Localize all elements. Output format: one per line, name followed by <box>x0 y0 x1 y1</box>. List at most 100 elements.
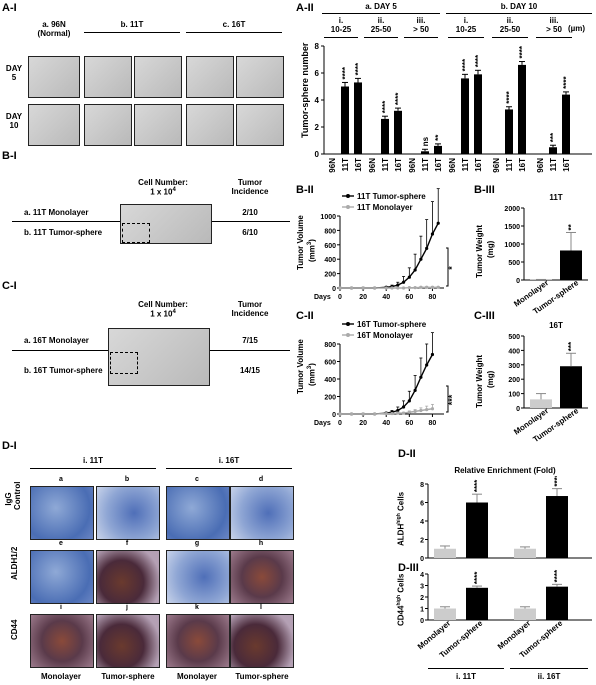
bi-photo <box>120 204 212 244</box>
di-panel-letter: i <box>60 604 62 611</box>
ai-photo <box>84 104 132 146</box>
di-head-11t: i. 11T <box>82 456 103 465</box>
aii-sig-label: **** <box>354 62 363 75</box>
cii-point <box>396 411 400 415</box>
ci-cellnum: Cell Number: 1 x 104 <box>138 300 188 319</box>
aii-bar <box>341 86 349 154</box>
aii-cat-label: 11T <box>505 158 514 171</box>
di-foot-4: Tumor-sphere <box>235 672 289 681</box>
bii-legend-label: 11T Monolayer <box>357 203 413 212</box>
ai-row-day5: DAY 5 <box>5 64 23 82</box>
ciii-ytick-label: 200 <box>508 377 520 384</box>
biii-ytick-label: 1500 <box>504 224 520 231</box>
diii-ytick-label: 3 <box>420 584 424 591</box>
dii-ytick-label: 0 <box>420 556 424 562</box>
aii-cat-label: 11T <box>549 158 558 171</box>
di-panel-letter: b <box>124 476 130 483</box>
dii-sig-label: **** <box>473 479 482 492</box>
dii-title: Relative Enrichment (Fold) <box>454 466 556 475</box>
aii-ytick-label: 4 <box>315 96 320 105</box>
panel-label-a-i: A-I <box>2 2 17 14</box>
di-panel-letter: a <box>59 476 63 483</box>
ai-photo <box>28 104 80 146</box>
bii-point <box>396 283 400 287</box>
panel-label-b-ii: B-II <box>296 184 314 196</box>
aii-bar <box>381 118 389 154</box>
ciii-ytick-label: 100 <box>508 392 520 399</box>
biii-sig-label: ** <box>567 223 576 230</box>
cii-xtick-label: 60 <box>405 420 413 427</box>
aii-cat-label: 16T <box>474 158 483 172</box>
di-row-cd44: CD44 <box>10 619 19 640</box>
bii-sig-bracket <box>446 247 449 287</box>
ci-photo <box>108 328 210 386</box>
bii-xtick-label: 60 <box>405 294 413 301</box>
aii-cat-label: 96N <box>368 158 377 173</box>
bii-point <box>396 286 400 290</box>
di-panel-letter: c <box>195 476 199 483</box>
bii-ytick-label: 200 <box>324 272 336 279</box>
bii-legend-marker <box>346 205 350 209</box>
diii-ytick-label: 2 <box>420 595 424 602</box>
di-row-aldh: ALDH1/2 <box>10 546 19 580</box>
di-panel-letter: j <box>126 604 128 611</box>
ai-photo <box>134 56 182 98</box>
aii-g3b: iii. > 50 <box>546 16 562 34</box>
bii-point <box>384 286 388 290</box>
bii-ytick-label: 800 <box>324 228 336 235</box>
aii-cat-label: 16T <box>354 158 363 172</box>
biii-ytick-label: 1000 <box>504 242 520 249</box>
biii-chart: 11T0500100015002000MonolayerTumor-sphere… <box>504 193 588 316</box>
aii-cat-label: 16T <box>394 158 403 172</box>
aii-bar <box>474 74 482 154</box>
bii-series-line <box>340 286 439 289</box>
ai-photo <box>84 56 132 98</box>
diii-ytick-label: 4 <box>420 572 424 579</box>
cii-ytick-label: 200 <box>324 395 336 402</box>
di-photo <box>166 550 230 604</box>
aii-cat-label: 96N <box>448 158 457 173</box>
aii-sig-label: ns <box>421 136 430 146</box>
ciii-chart: 16T0100200300400500MonolayerTumor-sphere… <box>508 321 588 444</box>
di-photo <box>166 614 230 668</box>
ai-photo <box>236 104 284 146</box>
aii-cat-label: 16T <box>562 158 571 172</box>
bii-point <box>425 246 429 250</box>
cii-point <box>425 363 429 367</box>
panel-label-c-iii: C-III <box>474 310 495 322</box>
bii-xtick-label: 80 <box>429 294 437 301</box>
bii-point <box>430 285 435 289</box>
aii-sig-label: **** <box>505 90 514 103</box>
bii-point <box>407 275 411 279</box>
bii-point <box>419 285 423 289</box>
panel-label-d-iii: D-III <box>398 562 419 574</box>
cii-point <box>430 407 435 411</box>
aii-cat-label: 11T <box>381 158 390 171</box>
cii-point <box>401 405 406 409</box>
aii-ytick-label: 8 <box>315 42 320 51</box>
aii-cat-label: 16T <box>434 158 443 172</box>
ai-photo <box>134 104 182 146</box>
cii-point <box>384 411 388 416</box>
aii-g1b: i. 10-25 <box>455 16 477 34</box>
aii-sig-label: **** <box>461 58 470 71</box>
aii-g1: i. 10-25 <box>330 16 352 34</box>
ai-photo <box>186 56 234 98</box>
di-panel-letter: h <box>258 540 264 547</box>
ci-incidence-a: 7/15 <box>242 336 258 345</box>
cii-xlabel: Days <box>314 420 331 427</box>
aii-cat-label: 11T <box>421 158 430 171</box>
diii-ytick-label: 0 <box>420 618 424 625</box>
diii-sig-label: **** <box>473 571 482 584</box>
bii-ytick-label: 0 <box>332 286 336 293</box>
di-photo <box>96 614 160 668</box>
bii-point <box>413 286 417 290</box>
cii-ytick-label: 400 <box>324 377 336 384</box>
aii-bar <box>562 94 570 154</box>
dii-ytick-label: 4 <box>420 519 424 526</box>
aii-sig-label: **** <box>341 66 350 79</box>
aii-g2: ii. 25-50 <box>370 16 392 34</box>
bi-incidence-a: 2/10 <box>242 208 258 217</box>
cii-point <box>361 412 365 416</box>
aii-cat-label: 11T <box>341 158 350 171</box>
